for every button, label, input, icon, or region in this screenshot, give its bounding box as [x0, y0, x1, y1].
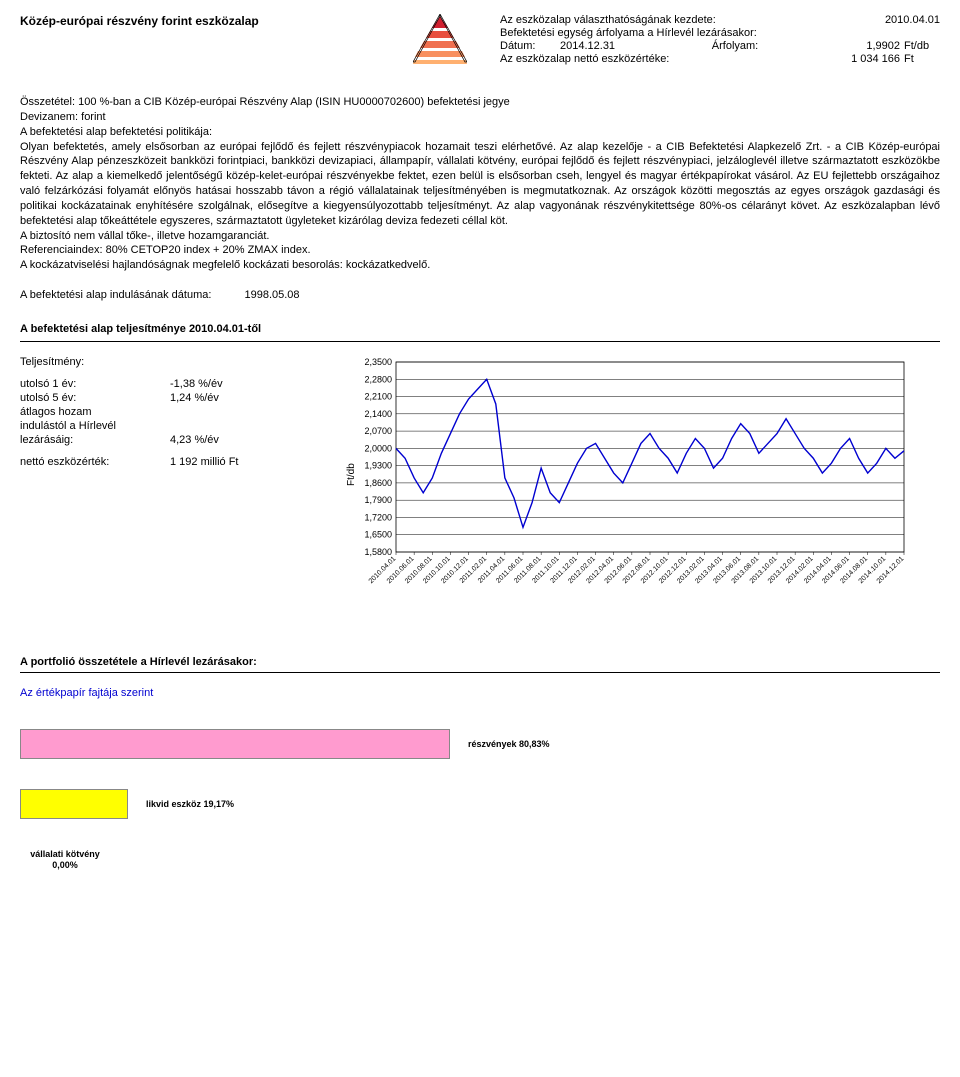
composition-line: Összetétel: 100 %-ban a CIB Közép-európa… [20, 95, 940, 110]
performance-title: A befektetési alap teljesítménye 2010.04… [20, 323, 940, 335]
svg-text:1,5800: 1,5800 [364, 547, 392, 557]
perf-avg-label2: indulástól a Hírlevél [20, 420, 170, 432]
inception-label: A befektetési alap indulásának dátuma: [20, 289, 211, 301]
svg-text:1,8600: 1,8600 [364, 478, 392, 488]
svg-text:2,3500: 2,3500 [364, 357, 392, 367]
header-info: Az eszközalap választhatóságának kezdete… [500, 14, 940, 65]
performance-row: Teljesítmény: utolsó 1 év:-1,38 %/év uto… [20, 356, 940, 606]
risk-line: A kockázatviselési hajlandóságnak megfel… [20, 258, 940, 273]
svg-text:2,1400: 2,1400 [364, 409, 392, 419]
rate-value: 1,9902 [820, 40, 900, 52]
performance-table: Teljesítmény: utolsó 1 év:-1,38 %/év uto… [20, 356, 320, 606]
perf-nav-value: 1 192 millió Ft [170, 456, 320, 468]
perf-group-title: Teljesítmény: [20, 356, 320, 368]
date-label: Dátum: [500, 40, 560, 52]
header: Közép-európai részvény forint eszközalap… [20, 14, 940, 65]
perf-5y-label: utolsó 5 év: [20, 392, 170, 404]
composition-text: Összetétel: 100 %-ban a CIB Közép-európa… [20, 95, 940, 273]
perf-1y-label: utolsó 1 év: [20, 378, 170, 390]
portfolio-title: A portfolió összetétele a Hírlevél lezár… [20, 656, 940, 668]
swatch-1 [20, 729, 450, 759]
nav-unit: Ft [900, 53, 940, 65]
swatch-2 [20, 789, 128, 819]
portfolio-item-1: részvények 80,83% [20, 729, 940, 759]
nav-label: Az eszközalap nettó eszközértéke: [500, 53, 820, 65]
nav-unit-label: Befektetési egység árfolyama a Hírlevél … [500, 27, 757, 39]
divider [20, 337, 940, 342]
swatch-1-label: részvények 80,83% [468, 739, 550, 749]
perf-avg-label1: átlagos hozam [20, 406, 170, 418]
svg-text:1,7200: 1,7200 [364, 513, 392, 523]
perf-nav-label: nettó eszközérték: [20, 456, 170, 468]
line-chart: Ft/db 2,35002,28002,21002,14002,07002,00… [350, 356, 940, 606]
svg-text:2,0000: 2,0000 [364, 443, 392, 453]
perf-5y-value: 1,24 %/év [170, 392, 320, 404]
currency-line: Devizanem: forint [20, 110, 940, 125]
svg-text:1,7900: 1,7900 [364, 495, 392, 505]
portfolio-subtitle: Az értékpapír fajtája szerint [20, 687, 940, 699]
benchmark-line: Referenciaindex: 80% CETOP20 index + 20%… [20, 243, 940, 258]
inception-value: 1998.05.08 [244, 289, 299, 301]
rate-unit: Ft/db [900, 40, 940, 52]
date-value: 2014.12.31 [560, 40, 650, 52]
swatch-2-label: likvid eszköz 19,17% [146, 799, 234, 809]
logo [400, 14, 480, 64]
svg-text:2,2100: 2,2100 [364, 392, 392, 402]
perf-avg-label3: lezárásáig: [20, 434, 170, 446]
start-date-label: Az eszközalap választhatóságának kezdete… [500, 14, 850, 26]
svg-text:2,0700: 2,0700 [364, 426, 392, 436]
policy-label: A befektetési alap befektetési politikáj… [20, 125, 940, 140]
start-date-value: 2010.04.01 [850, 14, 940, 26]
guarantee-line: A biztosító nem vállal tőke-, illetve ho… [20, 229, 940, 244]
svg-text:1,6500: 1,6500 [364, 530, 392, 540]
rate-label: Árfolyam: [650, 40, 820, 52]
divider [20, 668, 940, 673]
swatch-3-label: vállalati kötvény 0,00% [20, 849, 110, 871]
svg-text:2,2800: 2,2800 [364, 374, 392, 384]
inception-row: A befektetési alap indulásának dátuma: 1… [20, 289, 940, 301]
svg-text:1,9300: 1,9300 [364, 461, 392, 471]
policy-text: Olyan befektetés, amely elsősorban az eu… [20, 140, 940, 229]
perf-1y-value: -1,38 %/év [170, 378, 320, 390]
portfolio-item-2: likvid eszköz 19,17% [20, 789, 940, 819]
chart-svg: 2,3500 2,2800 2,2100 2,1400 2,0700 2,0000 1,93… [350, 356, 910, 606]
pyramid-icon [413, 14, 467, 64]
nav-value: 1 034 166 [820, 53, 900, 65]
page-title: Közép-európai részvény forint eszközalap [20, 14, 380, 28]
perf-avg-value: 4,23 %/év [170, 434, 320, 446]
